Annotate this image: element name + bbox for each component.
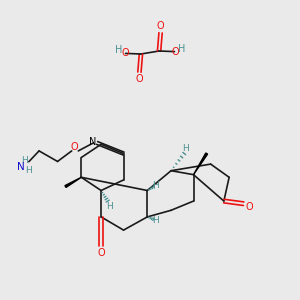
Text: O: O (121, 48, 129, 59)
Text: H: H (152, 216, 159, 225)
Text: H: H (178, 44, 185, 54)
Text: H: H (152, 181, 159, 190)
Text: O: O (171, 46, 179, 57)
Text: O: O (71, 142, 79, 152)
Text: H: H (21, 156, 27, 165)
Text: N: N (16, 161, 24, 172)
Text: H: H (182, 144, 189, 153)
Polygon shape (65, 177, 81, 188)
Polygon shape (194, 153, 208, 175)
Text: O: O (246, 202, 254, 212)
Text: H: H (26, 166, 32, 175)
Text: O: O (136, 74, 143, 84)
Text: O: O (157, 21, 164, 31)
Text: H: H (115, 45, 122, 56)
Text: H: H (106, 202, 112, 211)
Text: N: N (89, 137, 96, 147)
Text: O: O (97, 248, 105, 257)
